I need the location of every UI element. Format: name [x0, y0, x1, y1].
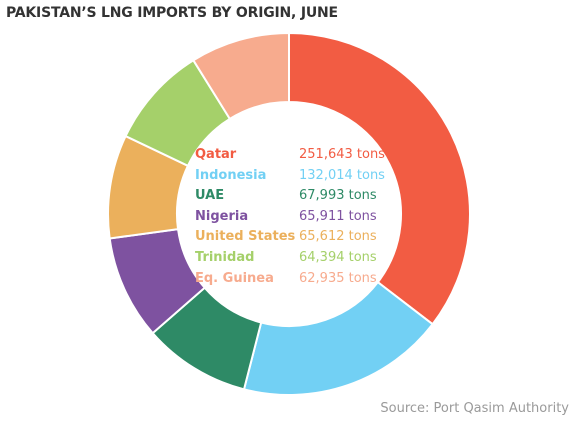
chart-legend: Qatar 251,643 tons Indonesia 132,014 tons UA… — [195, 145, 385, 289]
legend-entry-united-states: United States 65,612 tons — [195, 227, 385, 248]
legend-entry-nigeria: Nigeria 65,911 tons — [195, 207, 385, 228]
data-label: 67,993 tons — [299, 188, 377, 204]
data-label: 64,394 tons — [299, 249, 377, 265]
chart-title: PAKISTAN’S LNG IMPORTS BY ORIGIN, JUNE — [6, 5, 338, 21]
legend-entry-indonesia: Indonesia 132,014 tons — [195, 166, 385, 187]
legend-label: UAE — [195, 188, 225, 204]
data-label: 65,612 tons — [299, 229, 377, 245]
legend-entry-uae: UAE 67,993 tons — [195, 186, 385, 207]
legend-label: Nigeria — [195, 208, 249, 224]
legend-label: Trinidad — [195, 249, 255, 265]
legend-label: Indonesia — [195, 167, 267, 183]
donut-slice-eq-guinea — [192, 31, 290, 121]
legend-entry-eq-guinea: Eq. Guinea 62,935 tons — [195, 269, 385, 290]
data-label: 132,014 tons — [299, 167, 385, 183]
legend-label: Qatar — [195, 147, 237, 162]
data-label: 62,935 tons — [299, 270, 377, 286]
data-label: 65,911 tons — [299, 208, 377, 224]
legend-label: Eq. Guinea — [195, 270, 274, 286]
donut-slice-qatar — [288, 31, 471, 326]
source-note: Source: Port Qasim Authority — [380, 401, 569, 416]
legend-label: United States — [195, 229, 296, 245]
legend-entry-trinidad: Trinidad 64,394 tons — [195, 248, 385, 269]
data-label: 251,643 tons — [299, 147, 385, 162]
legend-entry-qatar: Qatar 251,643 tons — [195, 145, 385, 166]
